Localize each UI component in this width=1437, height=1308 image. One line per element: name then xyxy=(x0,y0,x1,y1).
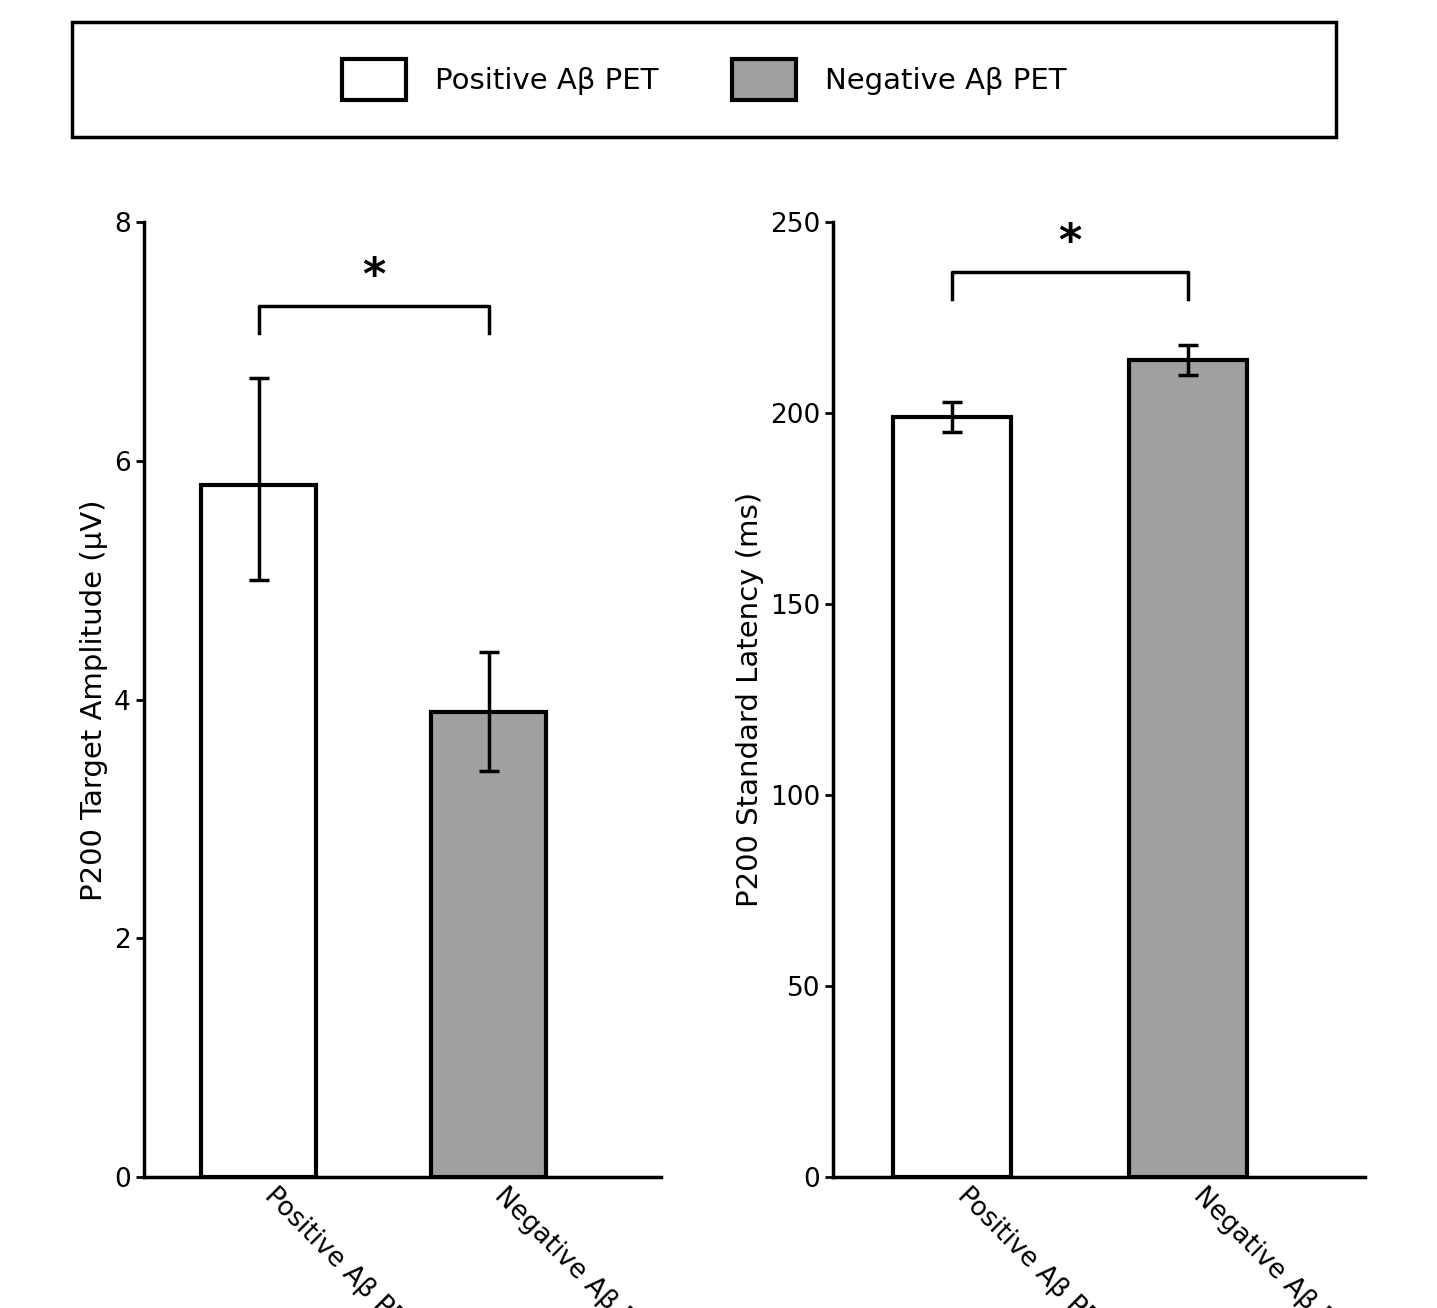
Y-axis label: P200 Standard Latency (ms): P200 Standard Latency (ms) xyxy=(736,492,764,908)
Y-axis label: P200 Target Amplitude (μV): P200 Target Amplitude (μV) xyxy=(80,500,108,900)
Bar xyxy=(892,417,1010,1177)
FancyBboxPatch shape xyxy=(72,22,1336,137)
Bar xyxy=(1129,360,1247,1177)
Text: *: * xyxy=(362,255,385,298)
Bar xyxy=(201,485,316,1177)
Bar xyxy=(431,712,546,1177)
Legend: Positive Aβ PET, Negative Aβ PET: Positive Aβ PET, Negative Aβ PET xyxy=(328,44,1081,115)
Text: *: * xyxy=(1058,221,1082,264)
